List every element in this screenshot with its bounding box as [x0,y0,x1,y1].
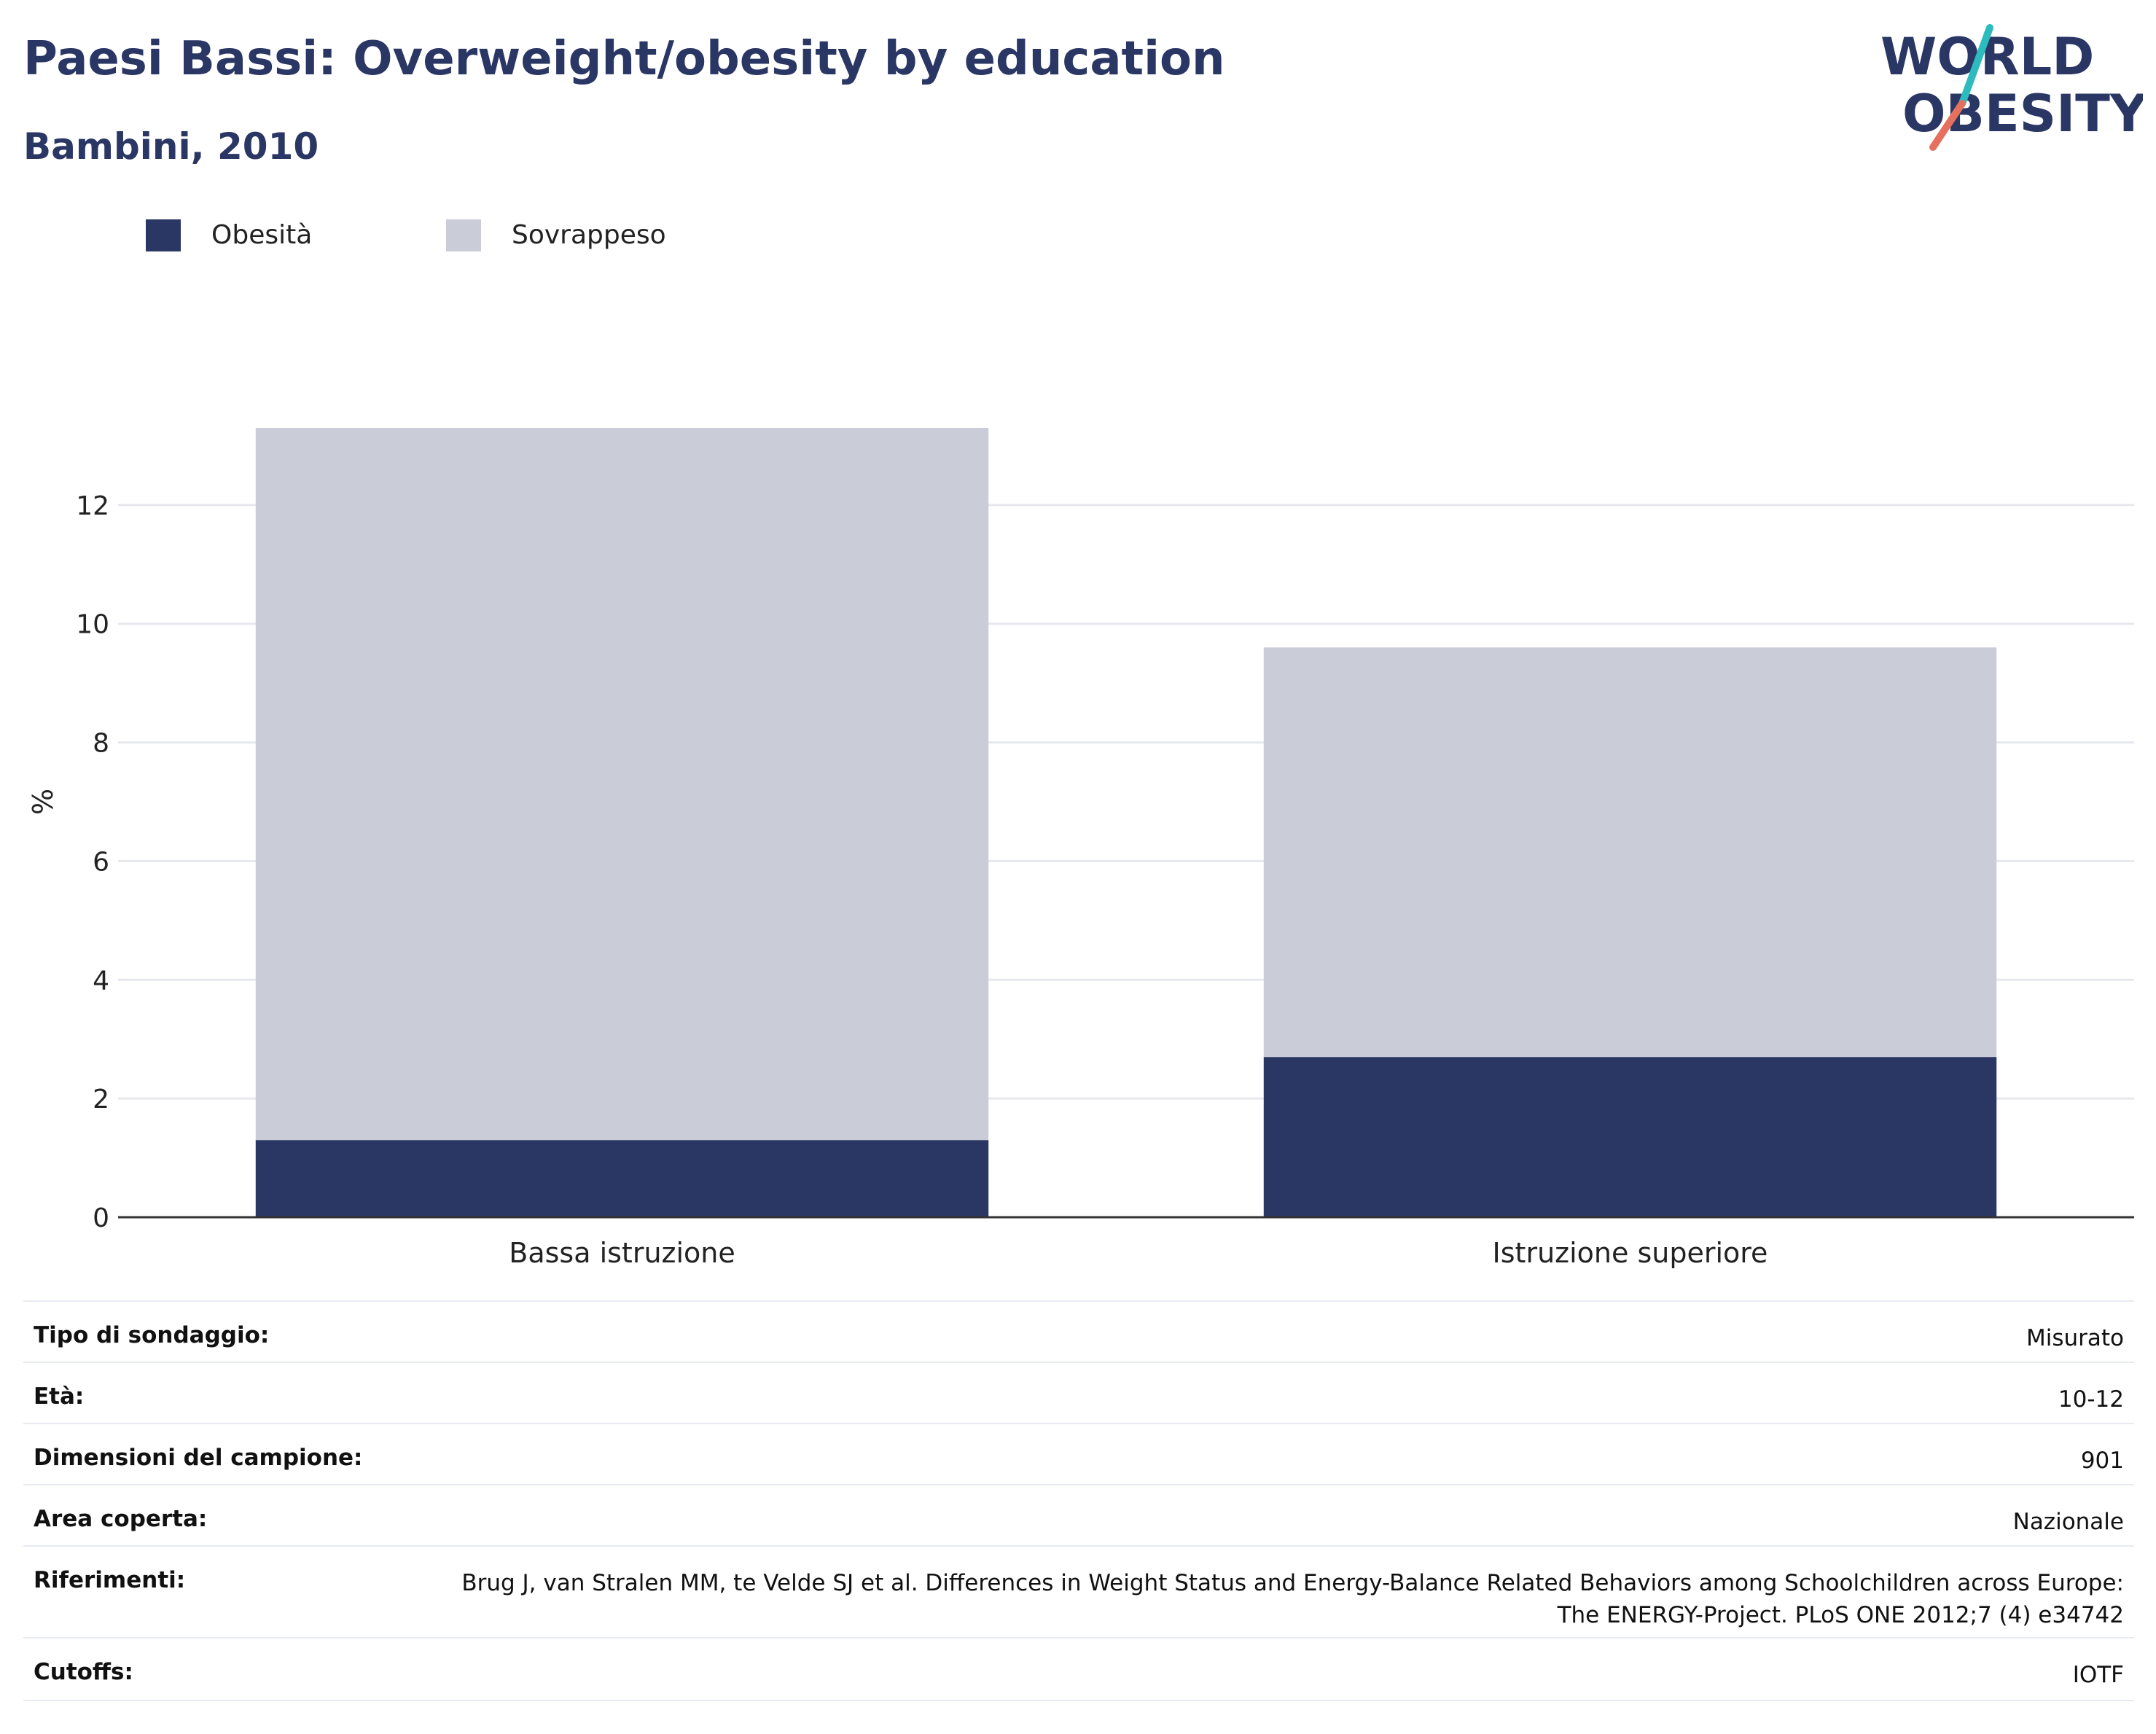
y-tick-label: 10 [76,610,109,640]
y-tick-label: 0 [93,1203,109,1233]
metadata-table: Tipo di sondaggio: Misurato Età: 10-12 D… [23,1300,2134,1701]
world-obesity-logo: WORLD OBESITY [1880,24,2143,151]
logo-slash-teal [1958,24,1993,107]
bar-overweight[interactable] [255,428,989,1141]
y-tick-label: 4 [93,966,109,996]
legend-label-obesity: Obesità [211,220,313,250]
meta-row-age: Età: 10-12 [23,1362,2134,1423]
x-tick-label: Istruzione superiore [1493,1237,1768,1269]
meta-row-references: Riferimenti: Brug J, van Stralen MM, te … [23,1545,2134,1637]
meta-row-survey-type: Tipo di sondaggio: Misurato [23,1300,2134,1362]
meta-key: Area coperta: [34,1506,208,1532]
legend-swatch-overweight [446,219,481,251]
meta-row-area: Area coperta: Nazionale [23,1484,2134,1545]
x-tick-label: Bassa istruzione [509,1237,735,1269]
bar-obesity[interactable] [255,1140,989,1217]
logo-slash-coral [1929,100,1966,151]
bar-obesity[interactable] [1263,1057,1997,1217]
meta-row-cutoffs: Cutoffs: IOTF [23,1637,2134,1701]
meta-row-sample-size: Dimensioni del campione: 901 [23,1423,2134,1484]
meta-key: Dimensioni del campione: [34,1445,363,1471]
meta-key: Età: [34,1383,85,1410]
y-tick-label: 8 [93,729,109,759]
y-axis-label: % [27,789,59,815]
meta-value: 901 [2080,1448,2124,1474]
meta-value: Brug J, van Stralen MM, te Velde SJ et a… [461,1570,2124,1628]
stacked-bar-chart: 0 2 4 6 8 10 12% Bassa istruzione Istruzione sup… [27,428,2134,1269]
legend-swatch-obesity [146,219,181,251]
meta-value: Misurato [2026,1325,2124,1351]
y-tick-label: 2 [93,1085,109,1114]
meta-value: 10-12 [2058,1386,2124,1413]
axes: 0 2 4 6 8 10 12% Bassa istruzione Istruzione sup… [27,491,2134,1269]
meta-key: Cutoffs: [34,1659,133,1685]
y-tick-label: 6 [93,847,109,877]
chart-subtitle: Bambini, 2010 [23,125,319,168]
y-tick-label: 12 [76,491,109,521]
bar-overweight[interactable] [1263,647,1997,1058]
meta-value: Nazionale [2012,1509,2124,1535]
chart-title: Paesi Bassi: Overweight/obesity by educa… [23,32,1225,86]
meta-key: Tipo di sondaggio: [34,1322,270,1348]
meta-key: Riferimenti: [34,1567,186,1593]
meta-value: IOTF [2072,1662,2124,1688]
legend-label-overweight: Sovrappeso [512,220,666,250]
bars [255,428,1997,1217]
